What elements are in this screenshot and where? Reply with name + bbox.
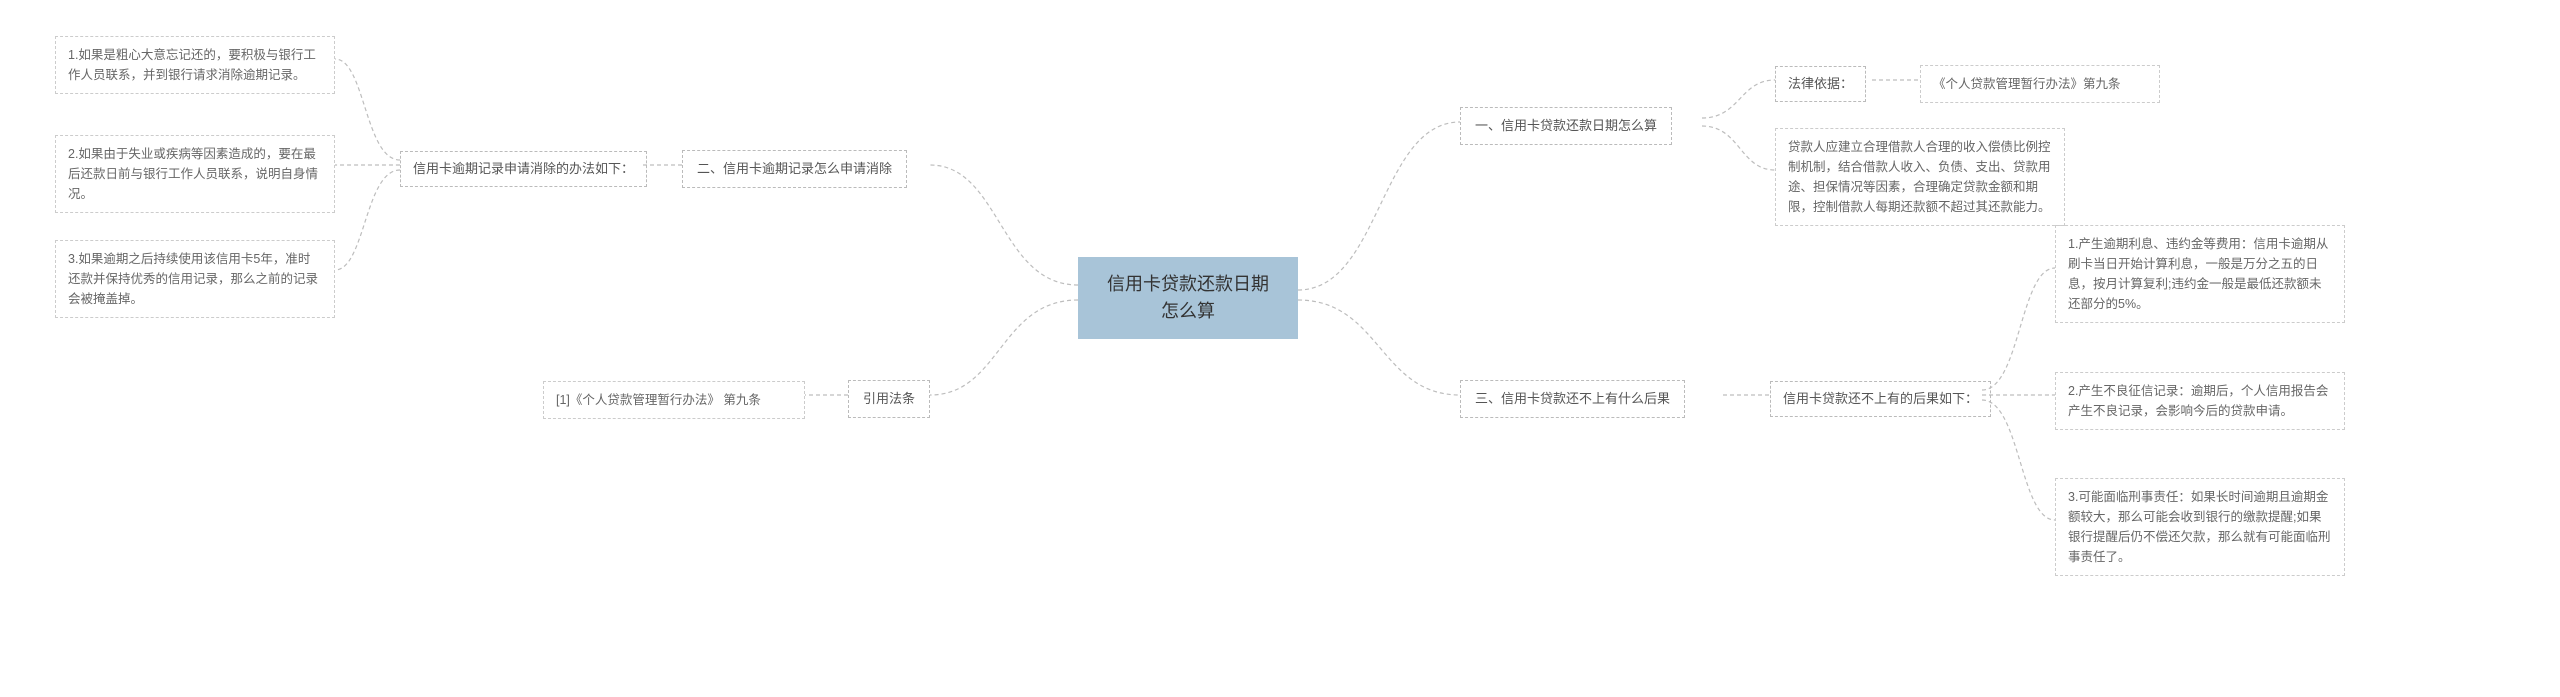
root-title: 信用卡贷款还款日期怎么算 bbox=[1107, 274, 1269, 321]
connector-lines bbox=[0, 0, 2560, 697]
section2-item3: 3.如果逾期之后持续使用该信用卡5年，准时还款并保持优秀的信用记录，那么之前的记… bbox=[55, 240, 335, 318]
section1-para: 贷款人应建立合理借款人合理的收入偿债比例控制机制，结合借款人收入、负债、支出、贷… bbox=[1775, 128, 2065, 226]
section3-item2: 2.产生不良征信记录：逾期后，个人信用报告会产生不良记录，会影响今后的贷款申请。 bbox=[2055, 372, 2345, 430]
section2-sub: 信用卡逾期记录申请消除的办法如下： bbox=[400, 151, 647, 187]
section2-item2: 2.如果由于失业或疾病等因素造成的，要在最后还款日前与银行工作人员联系，说明自身… bbox=[55, 135, 335, 213]
citation-title: 引用法条 bbox=[848, 380, 930, 418]
section2-item1: 1.如果是粗心大意忘记还的，要积极与银行工作人员联系，并到银行请求消除逾期记录。 bbox=[55, 36, 335, 94]
section3-item3: 3.可能面临刑事责任：如果长时间逾期且逾期金额较大，那么可能会收到银行的缴款提醒… bbox=[2055, 478, 2345, 576]
section3-item1: 1.产生逾期利息、违约金等费用：信用卡逾期从刷卡当日开始计算利息，一般是万分之五… bbox=[2055, 225, 2345, 323]
citation-text: [1]《个人贷款管理暂行办法》 第九条 bbox=[543, 381, 805, 419]
section1-law-label: 法律依据： bbox=[1775, 66, 1866, 102]
section1-law-text: 《个人贷款管理暂行办法》第九条 bbox=[1920, 65, 2160, 103]
root-node: 信用卡贷款还款日期怎么算 bbox=[1078, 257, 1298, 339]
section2-title: 二、信用卡逾期记录怎么申请消除 bbox=[682, 150, 907, 188]
section3-title: 三、信用卡贷款还不上有什么后果 bbox=[1460, 380, 1685, 418]
section3-sub: 信用卡贷款还不上有的后果如下： bbox=[1770, 381, 1991, 417]
section1-title: 一、信用卡贷款还款日期怎么算 bbox=[1460, 107, 1672, 145]
